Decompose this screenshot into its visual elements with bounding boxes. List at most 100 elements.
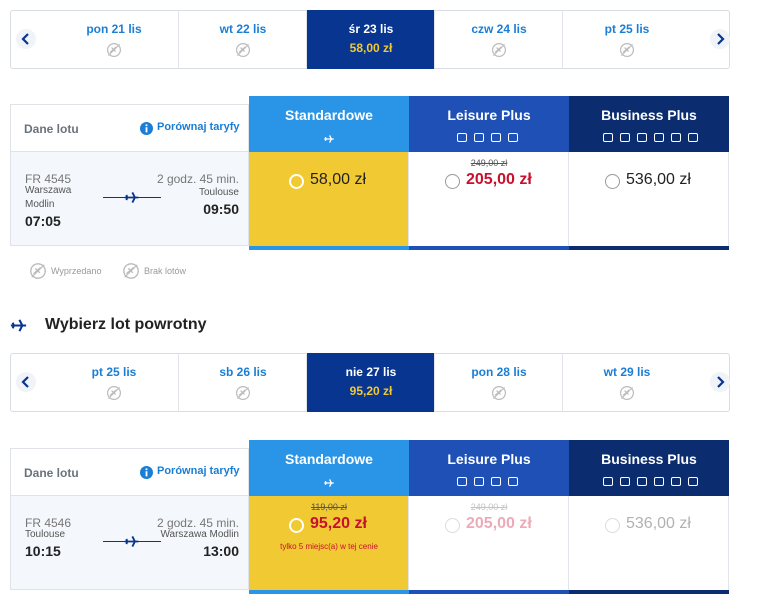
legend-icon — [29, 262, 47, 280]
fare-cell — [569, 496, 729, 590]
price-note: tylko 5 miejsc(a) w tej cenie — [280, 542, 378, 551]
date-cell[interactable]: nie 27 lis 95,20 zł — [306, 353, 434, 412]
fare-header — [249, 96, 409, 152]
no-flight-icon — [491, 385, 507, 401]
next-arrow[interactable] — [710, 372, 730, 392]
date-label: pt 25 lis — [91, 365, 137, 379]
date-price: 95,20 zł — [349, 384, 393, 398]
fare-icon — [508, 133, 518, 142]
prev-arrow[interactable] — [16, 372, 36, 392]
fare-name: Leisure Plus — [447, 451, 531, 467]
date-cell[interactable]: sb 26 lis — [178, 353, 306, 412]
fare-stripe — [409, 246, 569, 250]
fare-icon — [457, 477, 467, 486]
old-price: 119,00 zł — [311, 502, 347, 512]
fare-stripe — [249, 590, 409, 594]
fare-stripe — [569, 246, 729, 250]
radio[interactable] — [445, 174, 460, 189]
no-flight-icon — [106, 42, 122, 58]
flight-number: FR 4545 — [25, 172, 72, 186]
fare-icon — [654, 477, 664, 486]
title-plane — [9, 316, 28, 335]
date-cell[interactable]: czw 24 lis — [434, 10, 562, 69]
date-cell[interactable]: śr 23 lis 58,00 zł — [306, 10, 434, 69]
fare-cell[interactable] — [569, 152, 729, 246]
date-price: 58,00 zł — [349, 41, 393, 55]
fare-cell — [409, 496, 569, 590]
fare-stripe — [249, 246, 409, 250]
destination: Warszawa Modlin — [160, 529, 239, 540]
fare-icon — [688, 133, 698, 142]
no-flight-icon — [491, 42, 507, 58]
fare-header — [569, 96, 729, 152]
fare-cell[interactable] — [249, 496, 409, 590]
old-price: 249,00 zł — [470, 502, 508, 512]
date-cell[interactable]: pt 25 lis — [50, 353, 178, 412]
compare-link[interactable]: Porównaj taryfy — [157, 465, 240, 477]
date-cell[interactable]: pon 21 lis — [50, 10, 178, 69]
fare-stripe — [409, 590, 569, 594]
fare-icon — [637, 133, 647, 142]
arrival-time: 13:00 — [203, 543, 239, 559]
fare-header — [409, 96, 569, 152]
no-flight-icon — [619, 385, 635, 401]
radio — [605, 518, 620, 533]
fare-icon — [603, 477, 613, 486]
radio[interactable] — [289, 518, 304, 533]
legend-label: Wyprzedano — [51, 266, 102, 276]
fare-icon — [474, 133, 484, 142]
fare-name: Business Plus — [601, 107, 697, 123]
radio — [445, 518, 460, 533]
price: 536,00 zł — [626, 515, 691, 532]
fare-icon — [491, 133, 501, 142]
radio[interactable] — [605, 174, 620, 189]
no-flight-icon — [619, 42, 635, 58]
date-label: pon 21 lis — [86, 22, 142, 36]
fare-cell[interactable] — [409, 152, 569, 246]
details-label: Dane lotu — [24, 122, 79, 136]
departure-time: 10:15 — [25, 543, 61, 559]
date-label: pon 28 lis — [471, 365, 527, 379]
route-plane — [123, 189, 140, 206]
old-price: 249,00 zł — [470, 158, 508, 168]
date-label: sb 26 lis — [219, 365, 267, 379]
no-flight-icon — [235, 385, 251, 401]
date-cell[interactable]: wt 22 lis — [178, 10, 306, 69]
next-arrow[interactable] — [710, 29, 730, 49]
fare-icon — [491, 477, 501, 486]
prev-arrow[interactable] — [16, 29, 36, 49]
compare-link[interactable]: Porównaj taryfy — [157, 121, 240, 133]
origin: Warszawa Modlin — [25, 185, 72, 210]
fare-name: Business Plus — [601, 451, 697, 467]
date-label: wt 22 lis — [219, 22, 267, 36]
legend-icon — [122, 262, 140, 280]
fare-icon — [603, 133, 613, 142]
details-label: Dane lotu — [24, 466, 79, 480]
destination: Toulouse — [198, 187, 239, 198]
departure-time: 07:05 — [25, 213, 61, 229]
fare-header — [409, 440, 569, 496]
fare-icon — [671, 477, 681, 486]
fare-icon — [508, 477, 518, 486]
price: 205,00 zł — [466, 515, 532, 532]
fare-icon — [620, 133, 630, 142]
return-title: Wybierz lot powrotny — [45, 316, 207, 333]
fare-icon — [654, 133, 664, 142]
date-cell[interactable]: pt 25 lis — [562, 10, 690, 69]
date-label: nie 27 lis — [345, 365, 397, 379]
radio[interactable] — [289, 174, 304, 189]
date-cell[interactable]: wt 29 lis — [562, 353, 690, 412]
fare-icon — [637, 477, 647, 486]
fare-cell[interactable] — [249, 152, 409, 246]
arrival-time: 09:50 — [203, 201, 239, 217]
price: 95,20 zł — [310, 515, 367, 532]
date-cell[interactable]: pon 28 lis — [434, 353, 562, 412]
flight-number: FR 4546 — [25, 516, 72, 530]
legend-label: Brak lotów — [144, 266, 187, 276]
price: 205,00 zł — [466, 171, 532, 188]
fare-icon — [323, 476, 335, 488]
details-header — [10, 104, 249, 152]
no-flight-icon — [106, 385, 122, 401]
flight-duration: 2 godz. 45 min. — [156, 516, 239, 530]
